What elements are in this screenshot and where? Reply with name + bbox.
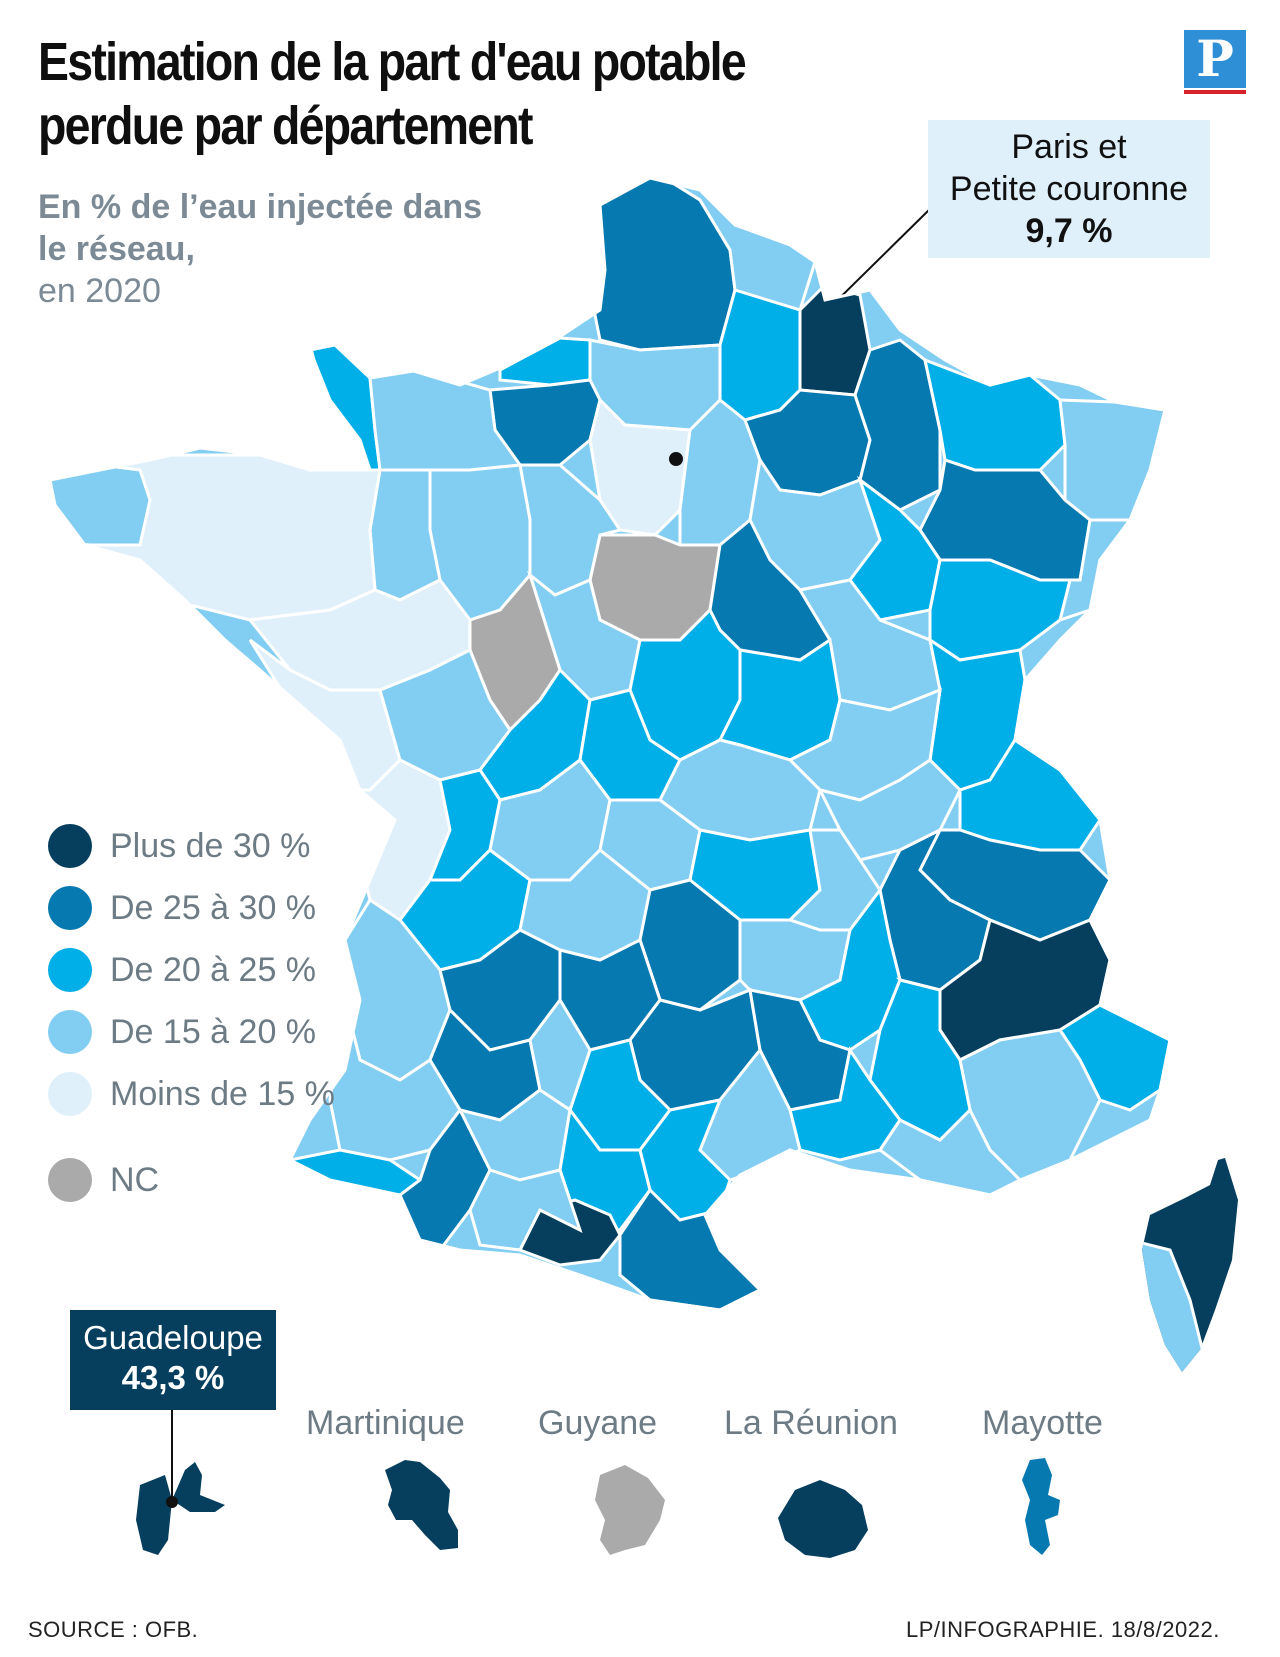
reunion-shape	[778, 1480, 868, 1558]
martinique-label: Martinique	[306, 1404, 465, 1442]
legend-label: NC	[110, 1161, 160, 1199]
subtitle-unit: En % de l’eau injectée dans le réseau,	[38, 188, 483, 268]
dept-drome	[797, 886, 902, 1052]
legend-label: De 20 à 25 %	[110, 951, 317, 989]
guadeloupe-value: 43,3 %	[121, 1359, 225, 1396]
corsica	[1142, 1158, 1238, 1372]
logo-underline	[1184, 90, 1246, 94]
legend-swatch	[48, 886, 92, 930]
credit-footer: LP/INFOGRAPHIE. 18/8/2022.	[906, 1617, 1220, 1642]
mayotte-label: Mayotte	[982, 1404, 1103, 1442]
guadeloupe-callout: Guadeloupe 43,3 %	[70, 1310, 276, 1410]
le-parisien-logo: P	[1184, 30, 1246, 88]
paris-marker	[669, 452, 683, 466]
dept-manche	[308, 343, 382, 472]
paris-callout: Paris et Petite couronne 9,7 %	[928, 120, 1210, 258]
mayotte-shape	[1022, 1458, 1060, 1555]
legend-swatch	[48, 1072, 92, 1116]
map-subtitle: En % de l’eau injectée dans le réseau, e…	[38, 186, 518, 312]
paris-callout-line2: Petite couronne	[949, 170, 1189, 208]
guadeloupe-name: Guadeloupe	[83, 1319, 263, 1356]
dept-meuse	[853, 338, 942, 512]
reunion-label: La Réunion	[724, 1404, 898, 1442]
legend-label: De 25 à 30 %	[110, 889, 317, 927]
paris-callout-value: 9,7 %	[1025, 212, 1113, 250]
dept-finistere-tip	[50, 458, 152, 547]
guadeloupe-shape	[136, 1462, 225, 1555]
map-title: Estimation de la part d'eau potable perd…	[38, 32, 747, 156]
legend-label: Plus de 30 %	[110, 827, 311, 865]
dept-herault	[698, 1047, 802, 1182]
legend-label: Moins de 15 %	[110, 1075, 335, 1113]
paris-callout-line1: Paris et	[1011, 128, 1127, 166]
dept-ariege-west	[468, 1168, 583, 1252]
mainland-france	[50, 178, 1170, 1310]
legend-swatch	[48, 1158, 92, 1202]
dept-tarn-et-garonne	[528, 997, 592, 1113]
dept-bas-rhin	[1058, 398, 1167, 522]
subtitle-year: en 2020	[38, 272, 161, 310]
legend-label: De 15 à 20 %	[110, 1013, 317, 1051]
guyane-label: Guyane	[538, 1404, 658, 1442]
mainland-outline	[48, 176, 1172, 1312]
dept-mayenne	[368, 468, 442, 602]
legend-swatch	[48, 824, 92, 868]
legend-swatch	[48, 948, 92, 992]
guyane-shape	[595, 1465, 665, 1555]
dept-haute-saone	[928, 558, 1072, 662]
legend-swatch	[48, 1010, 92, 1054]
source-footer: SOURCE : OFB.	[28, 1617, 199, 1642]
martinique-shape	[385, 1460, 458, 1550]
